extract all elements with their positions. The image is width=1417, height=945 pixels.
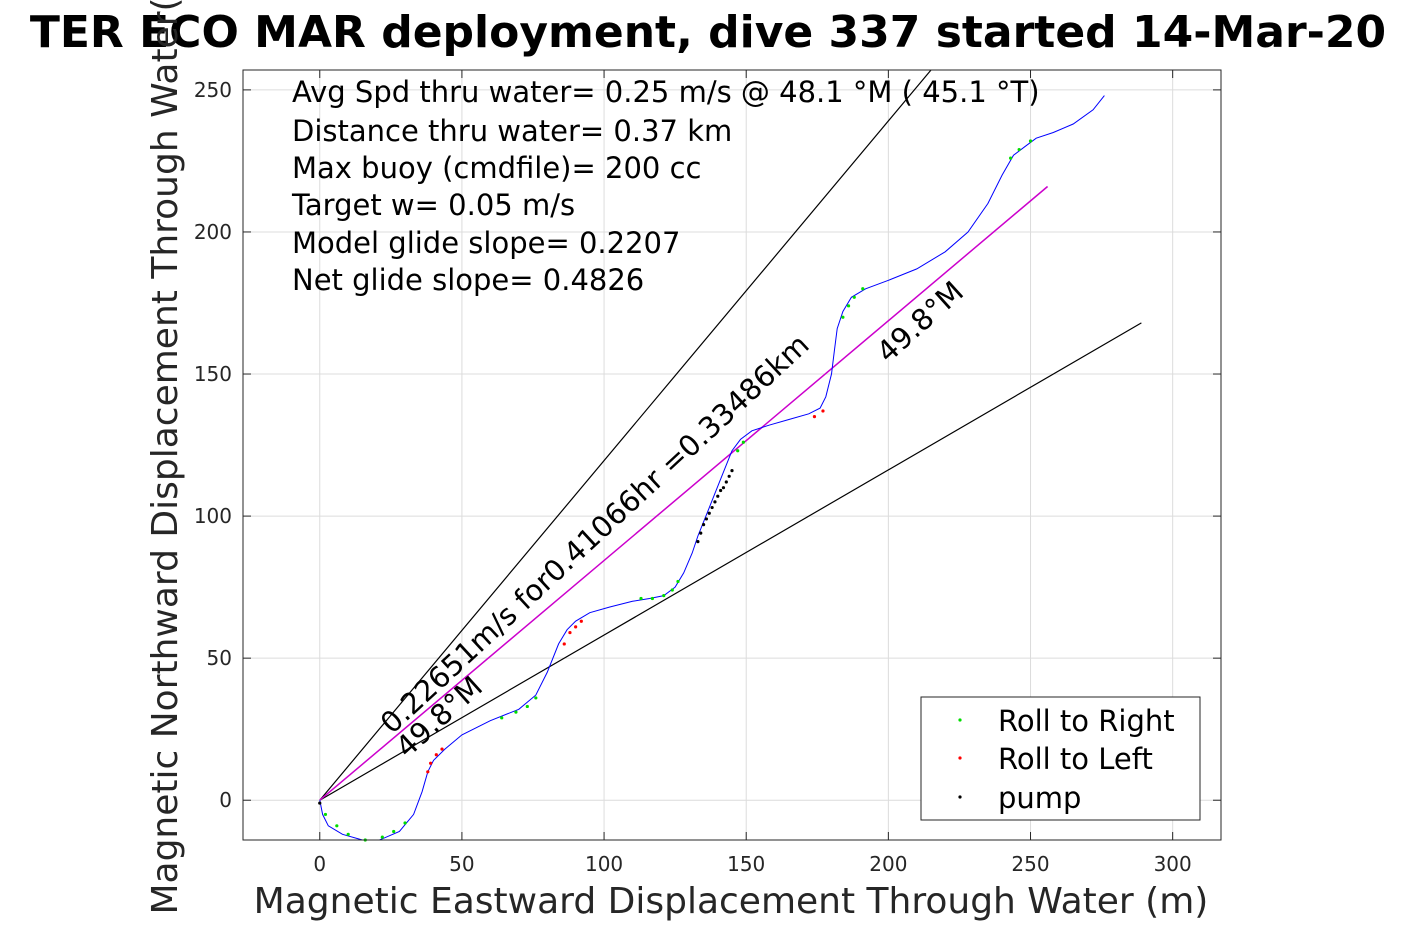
pump-marker	[701, 523, 706, 527]
roll-right-marker	[514, 710, 518, 714]
roll-right-marker	[841, 315, 845, 319]
pump-marker	[719, 488, 723, 493]
pump-marker	[318, 801, 322, 805]
x-tick-label: 250	[1011, 852, 1049, 876]
chart-title: TER ECO MAR deployment, dive 337 started…	[30, 7, 1386, 58]
y-axis-label: Magnetic Northward Displacement Through …	[145, 0, 186, 915]
legend-label-roll-right: Roll to Right	[998, 704, 1175, 738]
info-distance: Distance thru water= 0.37 km	[292, 114, 732, 148]
x-tick-label: 200	[869, 852, 907, 876]
roll-right-marker	[741, 440, 745, 444]
roll-left-marker	[429, 761, 433, 765]
x-tick-label: 0	[313, 852, 326, 876]
roll-right-marker	[676, 579, 680, 584]
legend-label-pump: pump	[998, 781, 1081, 815]
axes-box	[242, 69, 1222, 841]
x-tick-label: 300	[1154, 852, 1192, 876]
roll-right-marker	[846, 304, 851, 308]
y-tick-label: 0	[219, 788, 232, 812]
pump-marker	[730, 469, 734, 473]
roll-right-marker	[1009, 156, 1013, 160]
legend-marker-roll-left	[958, 756, 962, 760]
roll-right-marker	[403, 821, 407, 825]
heading-reference-line	[319, 69, 932, 801]
roll-left-marker	[812, 415, 817, 419]
roll-left-marker	[440, 747, 444, 751]
roll-right-marker	[392, 829, 396, 834]
y-tick-label: 150	[194, 362, 232, 386]
legend: Roll to Right Roll to Left pump	[920, 696, 1201, 821]
roll-left-marker	[568, 630, 572, 635]
roll-right-marker	[662, 594, 666, 598]
roll-right-marker	[323, 812, 328, 817]
heading-reference-line	[319, 322, 1142, 801]
roll-left-marker	[426, 770, 430, 774]
axis-ticks: 0 50 100 150 200 250 300 0 50 100 150 200 250	[194, 70, 1221, 876]
net-displacement-line	[319, 185, 1049, 801]
info-text-block: Avg Spd thru water= 0.25 m/s @ 48.1 °M (…	[291, 75, 1040, 297]
info-model-glide-slope: Model glide slope= 0.2207	[292, 226, 680, 260]
roll-left-marker	[821, 409, 825, 413]
roll-left-marker	[579, 619, 583, 623]
roll-right-marker	[500, 716, 504, 720]
y-tick-label: 200	[194, 220, 232, 244]
roll-right-marker	[852, 295, 856, 299]
x-tick-label: 150	[727, 852, 765, 876]
pump-marker	[710, 505, 714, 510]
roll-left-marker	[562, 642, 566, 646]
track-markers	[318, 139, 1033, 842]
legend-label-roll-left: Roll to Left	[998, 742, 1153, 776]
legend-marker-roll-right	[958, 718, 962, 722]
roll-left-marker	[574, 625, 578, 629]
track-line	[319, 95, 1105, 841]
pump-marker	[721, 486, 726, 490]
pump-marker	[724, 480, 728, 484]
roll-left-marker	[434, 753, 438, 757]
info-avg-speed: Avg Spd thru water= 0.25 m/s @ 48.1 °M (…	[292, 75, 1040, 109]
roll-right-marker	[639, 596, 643, 601]
roll-right-marker	[525, 704, 529, 709]
legend-box	[920, 696, 1201, 821]
pump-marker	[713, 500, 717, 504]
info-net-glide-slope: Net glide slope= 0.4826	[292, 263, 644, 297]
roll-right-marker	[335, 824, 339, 828]
roll-right-marker	[861, 287, 865, 291]
pump-marker	[699, 531, 703, 535]
heading-label-right: 49.8°M	[870, 274, 970, 369]
pump-marker	[704, 517, 709, 521]
pump-marker	[707, 511, 711, 515]
glider-track	[319, 95, 1105, 841]
net-line	[319, 185, 1049, 801]
roll-right-marker	[670, 588, 674, 592]
roll-right-marker	[736, 449, 740, 453]
x-tick-label: 50	[449, 852, 474, 876]
roll-right-marker	[346, 832, 350, 836]
info-target-w: Target w= 0.05 m/s	[291, 188, 575, 222]
grid	[243, 70, 1221, 840]
x-axis-label: Magnetic Eastward Displacement Through W…	[254, 881, 1209, 922]
info-max-buoy: Max buoy (cmdfile)= 200 cc	[292, 151, 701, 185]
roll-right-marker	[380, 835, 384, 839]
x-tick-label: 100	[585, 852, 623, 876]
y-tick-label: 250	[194, 78, 232, 102]
roll-right-marker	[1017, 147, 1021, 152]
pump-marker	[716, 494, 720, 498]
current-annotation: 0.22651m/s for0.41066hr =0.33486km	[374, 327, 816, 740]
reference-lines	[319, 69, 1142, 801]
y-tick-label: 50	[207, 646, 232, 670]
roll-right-marker	[1028, 139, 1033, 143]
roll-right-marker	[650, 596, 654, 601]
pump-marker	[696, 540, 700, 544]
roll-right-marker	[534, 696, 538, 700]
pump-marker	[727, 474, 731, 478]
legend-marker-pump	[958, 795, 962, 799]
y-tick-label: 100	[194, 504, 232, 528]
